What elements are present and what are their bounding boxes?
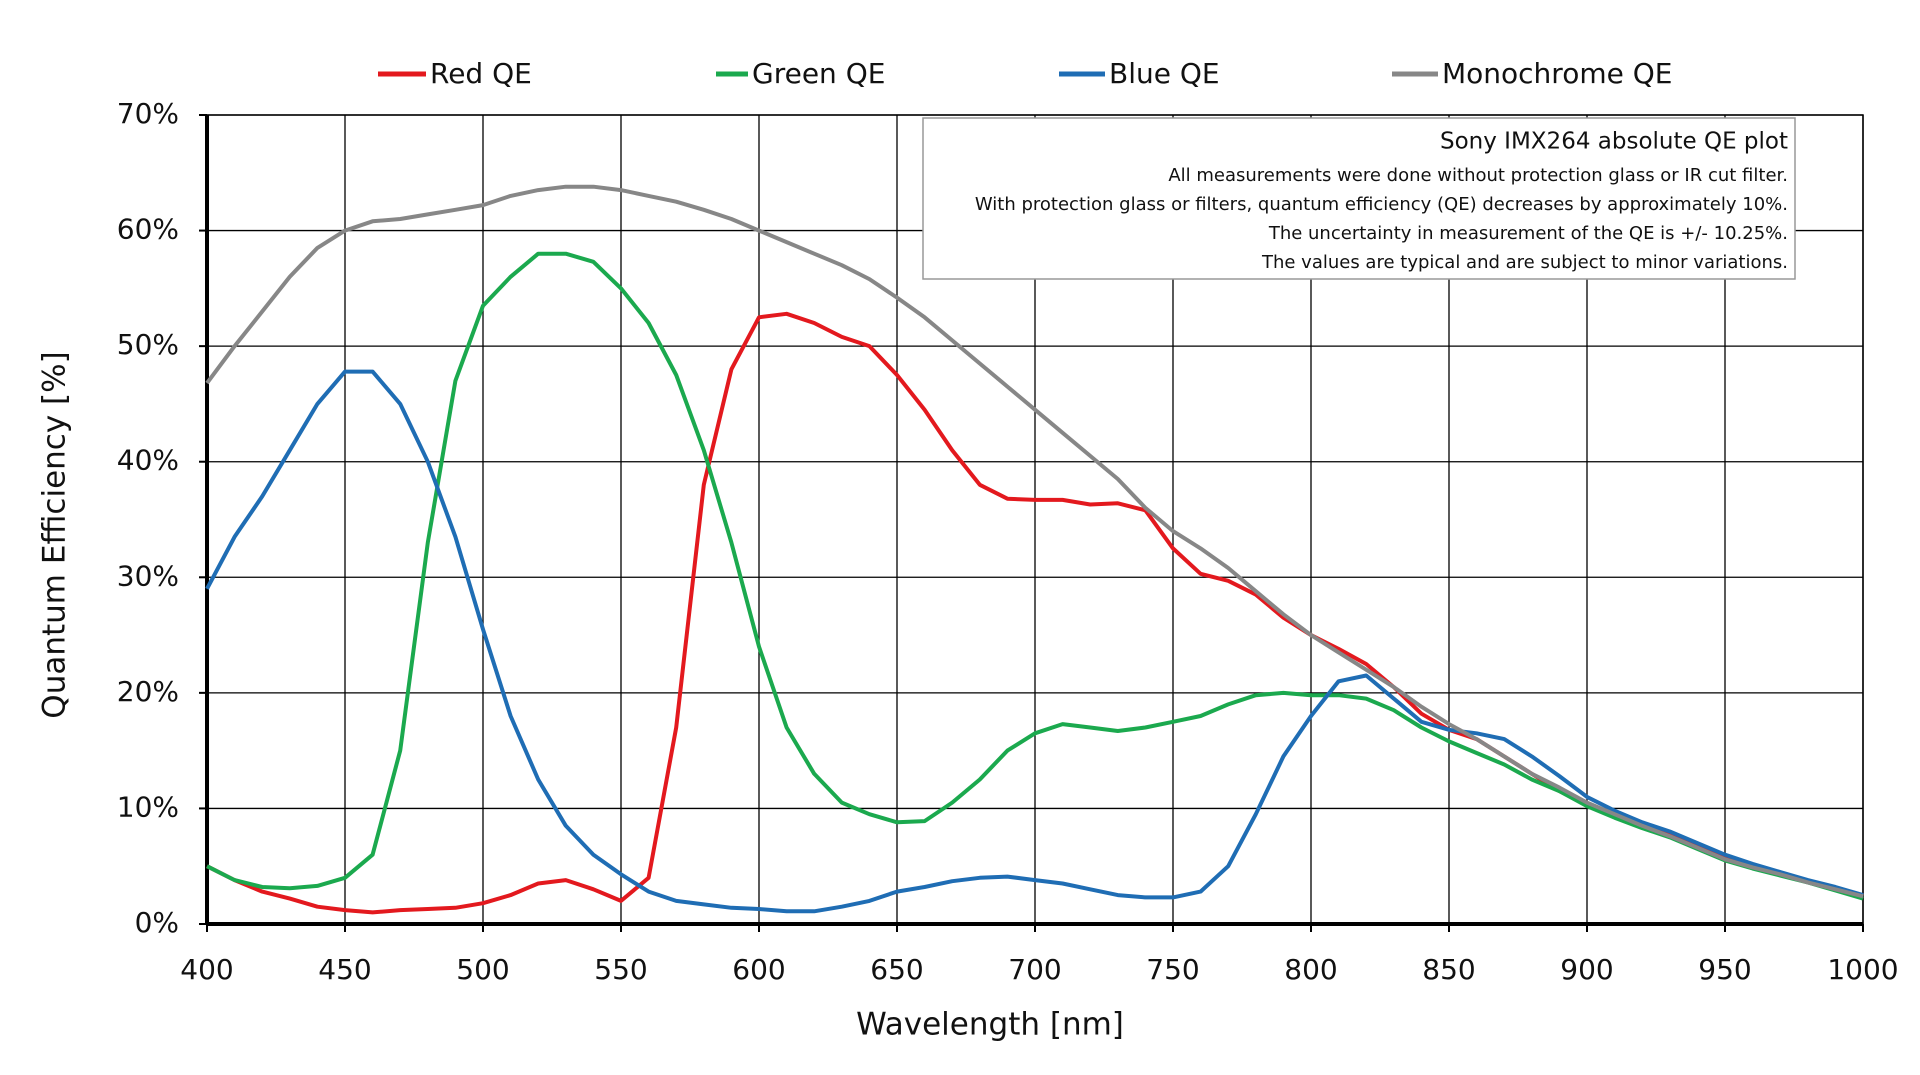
x-tick-label: 400 — [180, 953, 233, 986]
y-tick-label: 50% — [117, 328, 179, 361]
series-line — [205, 184, 1864, 899]
x-tick-label: 600 — [732, 953, 785, 986]
x-tick-label: 550 — [594, 953, 647, 986]
x-tick-label: 900 — [1560, 953, 1613, 986]
y-tick-label: 70% — [117, 97, 179, 130]
legend-label: Red QE — [430, 57, 532, 90]
x-tick-label: 450 — [318, 953, 371, 986]
annotation-line: All measurements were done without prote… — [1168, 165, 1788, 186]
x-tick-label: 850 — [1422, 953, 1475, 986]
y-tick-label: 30% — [117, 559, 179, 592]
annotation-line: With protection glass or filters, quantu… — [975, 194, 1788, 215]
x-tick-label: 750 — [1146, 953, 1199, 986]
annotation-line: The uncertainty in measurement of the QE… — [1268, 223, 1788, 244]
x-tick-label: 500 — [456, 953, 509, 986]
y-tick-label: 0% — [135, 906, 179, 939]
y-tick-label: 20% — [117, 675, 179, 708]
x-tick-label: 1000 — [1827, 953, 1898, 986]
x-tick-label: 650 — [870, 953, 923, 986]
y-tick-label: 60% — [117, 213, 179, 246]
y-tick-label: 40% — [117, 444, 179, 477]
x-tick-label: 800 — [1284, 953, 1337, 986]
series-line — [205, 369, 1864, 914]
x-tick-label: 950 — [1698, 953, 1751, 986]
annotation-line: The values are typical and are subject t… — [1261, 252, 1788, 273]
x-tick-label: 700 — [1008, 953, 1061, 986]
annotation-title: Sony IMX264 absolute QE plot — [1440, 129, 1788, 155]
legend-label: Blue QE — [1109, 57, 1220, 90]
legend-label: Monochrome QE — [1442, 57, 1672, 90]
x-axis-title: Wavelength [nm] — [856, 1007, 1124, 1043]
series-lines — [205, 184, 1864, 915]
legend-label: Green QE — [752, 57, 885, 90]
series-line — [206, 251, 1864, 901]
y-tick-label: 10% — [117, 790, 179, 823]
y-axis-title: Quantum Efficiency [%] — [37, 351, 73, 718]
annotation-box — [922, 117, 1796, 280]
